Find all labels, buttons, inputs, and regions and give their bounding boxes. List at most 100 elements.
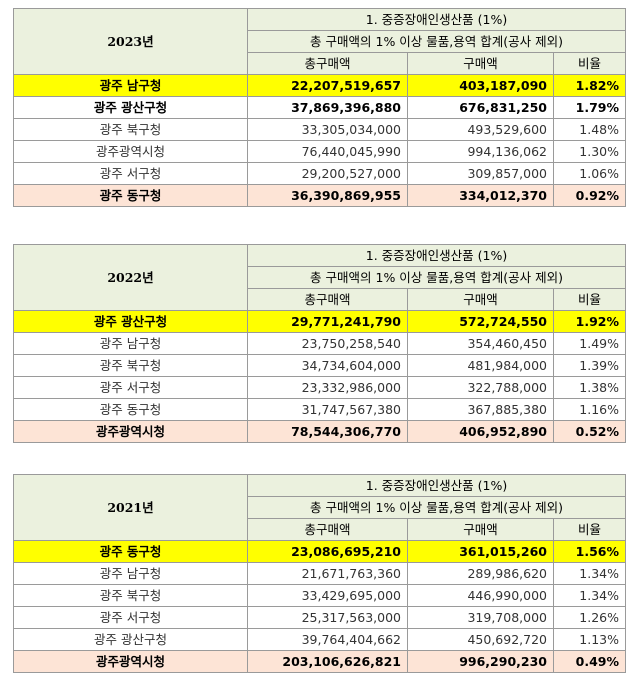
row-total: 25,317,563,000	[247, 606, 408, 629]
row-total: 23,086,695,210	[247, 540, 408, 563]
row-purchase: 367,885,380	[407, 398, 554, 421]
row-total: 23,750,258,540	[247, 332, 408, 355]
table-row: 광주 서구청 29,200,527,000 309,857,000 1.06%	[13, 162, 627, 185]
row-total: 39,764,404,662	[247, 628, 408, 651]
row-ratio: 1.79%	[552, 96, 627, 119]
row-total: 33,429,695,000	[247, 584, 408, 607]
row-ratio: 1.06%	[552, 162, 627, 185]
row-total: 34,734,604,000	[247, 354, 408, 377]
row-total: 36,390,869,955	[247, 184, 408, 207]
row-ratio: 1.49%	[552, 332, 627, 355]
column-header-purchase: 구매액	[407, 52, 554, 75]
table-row: 광주 남구청 22,207,519,657 403,187,090 1.82%	[13, 74, 627, 97]
row-purchase: 446,990,000	[407, 584, 554, 607]
table-row: 광주 북구청 34,734,604,000 481,984,000 1.39%	[13, 354, 627, 377]
row-total: 22,207,519,657	[247, 74, 408, 97]
header-row-subtitle: 총 구매액의 1% 이상 물품,용역 합계(공사 제외)	[14, 266, 627, 289]
row-purchase: 493,529,600	[407, 118, 554, 141]
row-purchase: 572,724,550	[407, 310, 554, 333]
row-ratio: 0.92%	[552, 184, 627, 207]
row-total: 33,305,034,000	[247, 118, 408, 141]
row-total: 203,106,626,821	[247, 650, 408, 673]
row-ratio: 1.16%	[552, 398, 627, 421]
table-row: 광주 동구청 36,390,869,955 334,012,370 0.92%	[13, 184, 627, 207]
table-row: 광주 광산구청 39,764,404,662 450,692,720 1.13%	[13, 628, 627, 651]
year-label: 2021년	[13, 474, 248, 541]
row-name: 광주 동구청	[13, 540, 248, 563]
header-row-title: 2022년 1. 중증장애인생산품 (1%)	[13, 244, 627, 311]
row-ratio: 1.13%	[552, 628, 627, 651]
row-total: 31,747,567,380	[247, 398, 408, 421]
row-total: 76,440,045,990	[247, 140, 408, 163]
header-row-columns: 총구매액 구매액 비율	[14, 518, 627, 541]
section-title: 1. 중증장애인생산품 (1%)	[246, 244, 627, 267]
row-name: 광주 광산구청	[13, 310, 248, 333]
column-header-total: 총구매액	[247, 288, 408, 311]
row-total: 23,332,986,000	[247, 376, 408, 399]
table-row: 광주 동구청 31,747,567,380 367,885,380 1.16%	[13, 398, 627, 421]
row-ratio: 0.49%	[552, 650, 627, 673]
section-subtitle: 총 구매액의 1% 이상 물품,용역 합계(공사 제외)	[246, 266, 627, 289]
row-purchase: 289,986,620	[407, 562, 554, 585]
row-name: 광주 서구청	[13, 162, 248, 185]
table-2021: 2021년 1. 중증장애인생산품 (1%) 총 구매액의 1% 이상 물품,용…	[13, 474, 627, 673]
table-row: 광주 북구청 33,429,695,000 446,990,000 1.34%	[13, 584, 627, 607]
row-name: 광주 남구청	[13, 74, 248, 97]
row-total: 29,771,241,790	[247, 310, 408, 333]
table-row: 광주 남구청 23,750,258,540 354,460,450 1.49%	[13, 332, 627, 355]
section-title: 1. 중증장애인생산품 (1%)	[246, 8, 627, 31]
table-row: 광주 서구청 23,332,986,000 322,788,000 1.38%	[13, 376, 627, 399]
row-purchase: 361,015,260	[407, 540, 554, 563]
year-label: 2023년	[13, 8, 248, 75]
row-name: 광주 북구청	[13, 354, 248, 377]
table-row: 광주광역시청 78,544,306,770 406,952,890 0.52%	[13, 420, 627, 443]
row-name: 광주 서구청	[13, 606, 248, 629]
section-subtitle: 총 구매액의 1% 이상 물품,용역 합계(공사 제외)	[246, 496, 627, 519]
row-name: 광주광역시청	[13, 420, 248, 443]
header-row-title: 2023년 1. 중증장애인생산품 (1%)	[13, 8, 627, 75]
row-purchase: 406,952,890	[407, 420, 554, 443]
column-header-purchase: 구매액	[407, 288, 554, 311]
row-purchase: 994,136,062	[407, 140, 554, 163]
column-header-ratio: 비율	[552, 518, 627, 541]
row-purchase: 309,857,000	[407, 162, 554, 185]
table-row: 광주광역시청 203,106,626,821 996,290,230 0.49%	[13, 650, 627, 673]
column-header-ratio: 비율	[552, 288, 627, 311]
year-label: 2022년	[13, 244, 248, 311]
row-purchase: 996,290,230	[407, 650, 554, 673]
column-header-ratio: 비율	[552, 52, 627, 75]
row-total: 21,671,763,360	[247, 562, 408, 585]
table-row: 광주 동구청 23,086,695,210 361,015,260 1.56%	[13, 540, 627, 563]
row-ratio: 1.92%	[552, 310, 627, 333]
table-row: 광주 북구청 33,305,034,000 493,529,600 1.48%	[13, 118, 627, 141]
table-row: 광주광역시청 76,440,045,990 994,136,062 1.30%	[13, 140, 627, 163]
column-header-total: 총구매액	[247, 518, 408, 541]
header-row-subtitle: 총 구매액의 1% 이상 물품,용역 합계(공사 제외)	[14, 496, 627, 519]
table-row: 광주 남구청 21,671,763,360 289,986,620 1.34%	[13, 562, 627, 585]
row-ratio: 1.48%	[552, 118, 627, 141]
row-ratio: 1.56%	[552, 540, 627, 563]
row-total: 37,869,396,880	[247, 96, 408, 119]
row-name: 광주 남구청	[13, 332, 248, 355]
row-name: 광주 동구청	[13, 398, 248, 421]
row-name: 광주 광산구청	[13, 628, 248, 651]
table-row: 광주 광산구청 37,869,396,880 676,831,250 1.79%	[13, 96, 627, 119]
row-name: 광주광역시청	[13, 650, 248, 673]
row-purchase: 334,012,370	[407, 184, 554, 207]
row-name: 광주 남구청	[13, 562, 248, 585]
header-row-columns: 총구매액 구매액 비율	[14, 52, 627, 75]
row-name: 광주 서구청	[13, 376, 248, 399]
row-name: 광주 광산구청	[13, 96, 248, 119]
column-header-purchase: 구매액	[407, 518, 554, 541]
row-ratio: 1.38%	[552, 376, 627, 399]
row-purchase: 676,831,250	[407, 96, 554, 119]
row-ratio: 1.39%	[552, 354, 627, 377]
column-header-total: 총구매액	[247, 52, 408, 75]
table-2023: 2023년 1. 중증장애인생산품 (1%) 총 구매액의 1% 이상 물품,용…	[13, 8, 627, 207]
row-ratio: 1.26%	[552, 606, 627, 629]
table-2022: 2022년 1. 중증장애인생산품 (1%) 총 구매액의 1% 이상 물품,용…	[13, 244, 627, 443]
row-ratio: 1.34%	[552, 562, 627, 585]
section-subtitle: 총 구매액의 1% 이상 물품,용역 합계(공사 제외)	[246, 30, 627, 53]
row-ratio: 1.30%	[552, 140, 627, 163]
